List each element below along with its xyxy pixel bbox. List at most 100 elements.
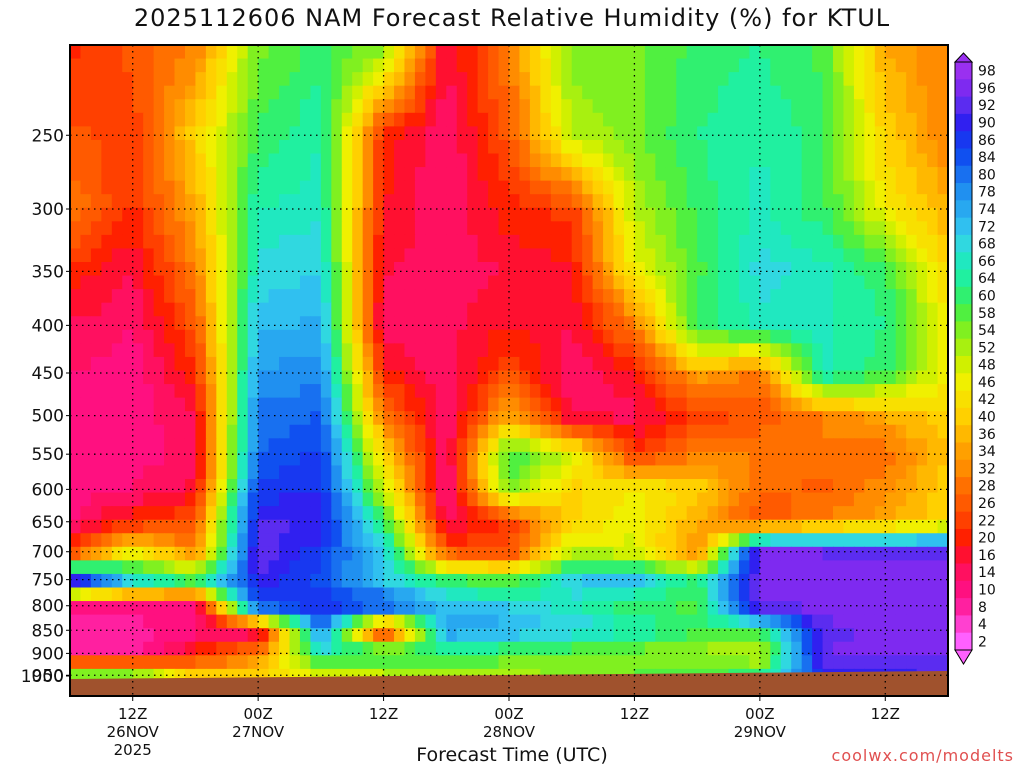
rh-cell (874, 356, 886, 372)
rh-cell (383, 370, 395, 385)
rh-cell (801, 126, 813, 141)
rh-cell (435, 614, 447, 629)
rh-cell (498, 479, 510, 494)
rh-cell (132, 221, 144, 236)
rh-cell (425, 289, 437, 304)
rh-cell (205, 370, 217, 385)
rh-cell (216, 560, 228, 575)
rh-cell (665, 180, 677, 195)
rh-cell (132, 126, 144, 141)
rh-cell (352, 641, 364, 656)
rh-cell (216, 99, 228, 114)
rh-cell (488, 275, 500, 290)
rh-cell (498, 560, 510, 575)
rh-cell (488, 506, 500, 521)
rh-cell (289, 465, 301, 480)
rh-cell (540, 451, 552, 467)
rh-cell (770, 153, 782, 168)
rh-cell (289, 139, 301, 155)
colorbar-label: 8 (978, 600, 987, 616)
rh-cell (697, 167, 709, 182)
rh-cell (498, 438, 510, 453)
rh-cell (885, 587, 897, 602)
rh-cell (498, 329, 510, 344)
rh-cell (310, 384, 322, 399)
rh-cell (864, 628, 876, 643)
rh-cell (529, 126, 541, 141)
rh-cell (299, 533, 311, 548)
rh-cell (540, 45, 552, 60)
rh-cell (195, 451, 207, 467)
rh-cell (540, 316, 552, 331)
rh-cell (937, 560, 949, 575)
rh-cell (195, 153, 207, 168)
rh-cell (780, 641, 792, 656)
rh-cell (111, 533, 123, 548)
rh-cell (697, 451, 709, 467)
rh-cell (665, 167, 677, 182)
rh-cell (812, 207, 824, 222)
rh-cell (310, 614, 322, 629)
rh-cell (373, 289, 385, 304)
rh-cell (916, 546, 928, 561)
rh-cell (843, 492, 855, 507)
rh-cell (90, 153, 102, 168)
rh-cell (446, 438, 458, 453)
rh-cell (686, 85, 698, 100)
rh-cell (184, 234, 197, 250)
rh-cell (111, 384, 123, 399)
rh-cell (519, 275, 531, 290)
rh-cell (164, 465, 176, 480)
rh-cell (582, 451, 594, 467)
rh-cell (592, 248, 604, 263)
rh-cell (707, 411, 719, 426)
rh-cell (550, 316, 562, 331)
rh-cell (164, 384, 176, 399)
rh-cell (937, 451, 949, 467)
rh-cell (655, 99, 667, 114)
rh-cell (509, 207, 521, 222)
rh-cell (916, 262, 928, 277)
rh-cell (707, 492, 719, 507)
rh-cell (404, 85, 416, 100)
rh-cell (320, 397, 332, 412)
rh-cell (498, 275, 510, 290)
rh-cell (80, 180, 92, 195)
credit-link[interactable]: coolwx.com/modelts (831, 746, 1014, 765)
rh-cell (153, 316, 165, 331)
rh-cell (853, 167, 865, 182)
rh-cell (341, 587, 353, 602)
rh-cell (394, 465, 406, 480)
rh-cell (540, 207, 552, 222)
rh-cell (164, 343, 176, 358)
rh-cell (927, 384, 939, 399)
rh-cell (226, 302, 238, 317)
rh-cell (603, 72, 615, 87)
rh-cell (258, 58, 270, 73)
rh-cell (320, 506, 332, 521)
rh-cell (467, 343, 479, 358)
rh-cell (111, 45, 123, 60)
rh-cell (111, 424, 123, 439)
rh-cell (80, 329, 92, 344)
rh-cell (279, 343, 291, 358)
rh-cell (603, 601, 615, 616)
rh-cell (540, 275, 552, 290)
rh-cell (738, 275, 750, 290)
rh-cell (759, 573, 771, 589)
rh-cell (603, 99, 615, 114)
rh-cell (529, 438, 541, 453)
rh-cell (509, 126, 521, 141)
rh-cell (623, 167, 636, 182)
rh-cell (237, 248, 249, 263)
rh-cell (603, 573, 615, 589)
rh-cell (205, 99, 217, 114)
rh-cell (456, 655, 468, 670)
rh-cell (770, 356, 782, 372)
rh-cell (529, 45, 541, 60)
rh-cell (488, 587, 500, 602)
rh-cell (885, 438, 897, 453)
rh-cell (655, 397, 667, 412)
rh-cell (70, 45, 82, 60)
rh-cell (623, 85, 636, 100)
